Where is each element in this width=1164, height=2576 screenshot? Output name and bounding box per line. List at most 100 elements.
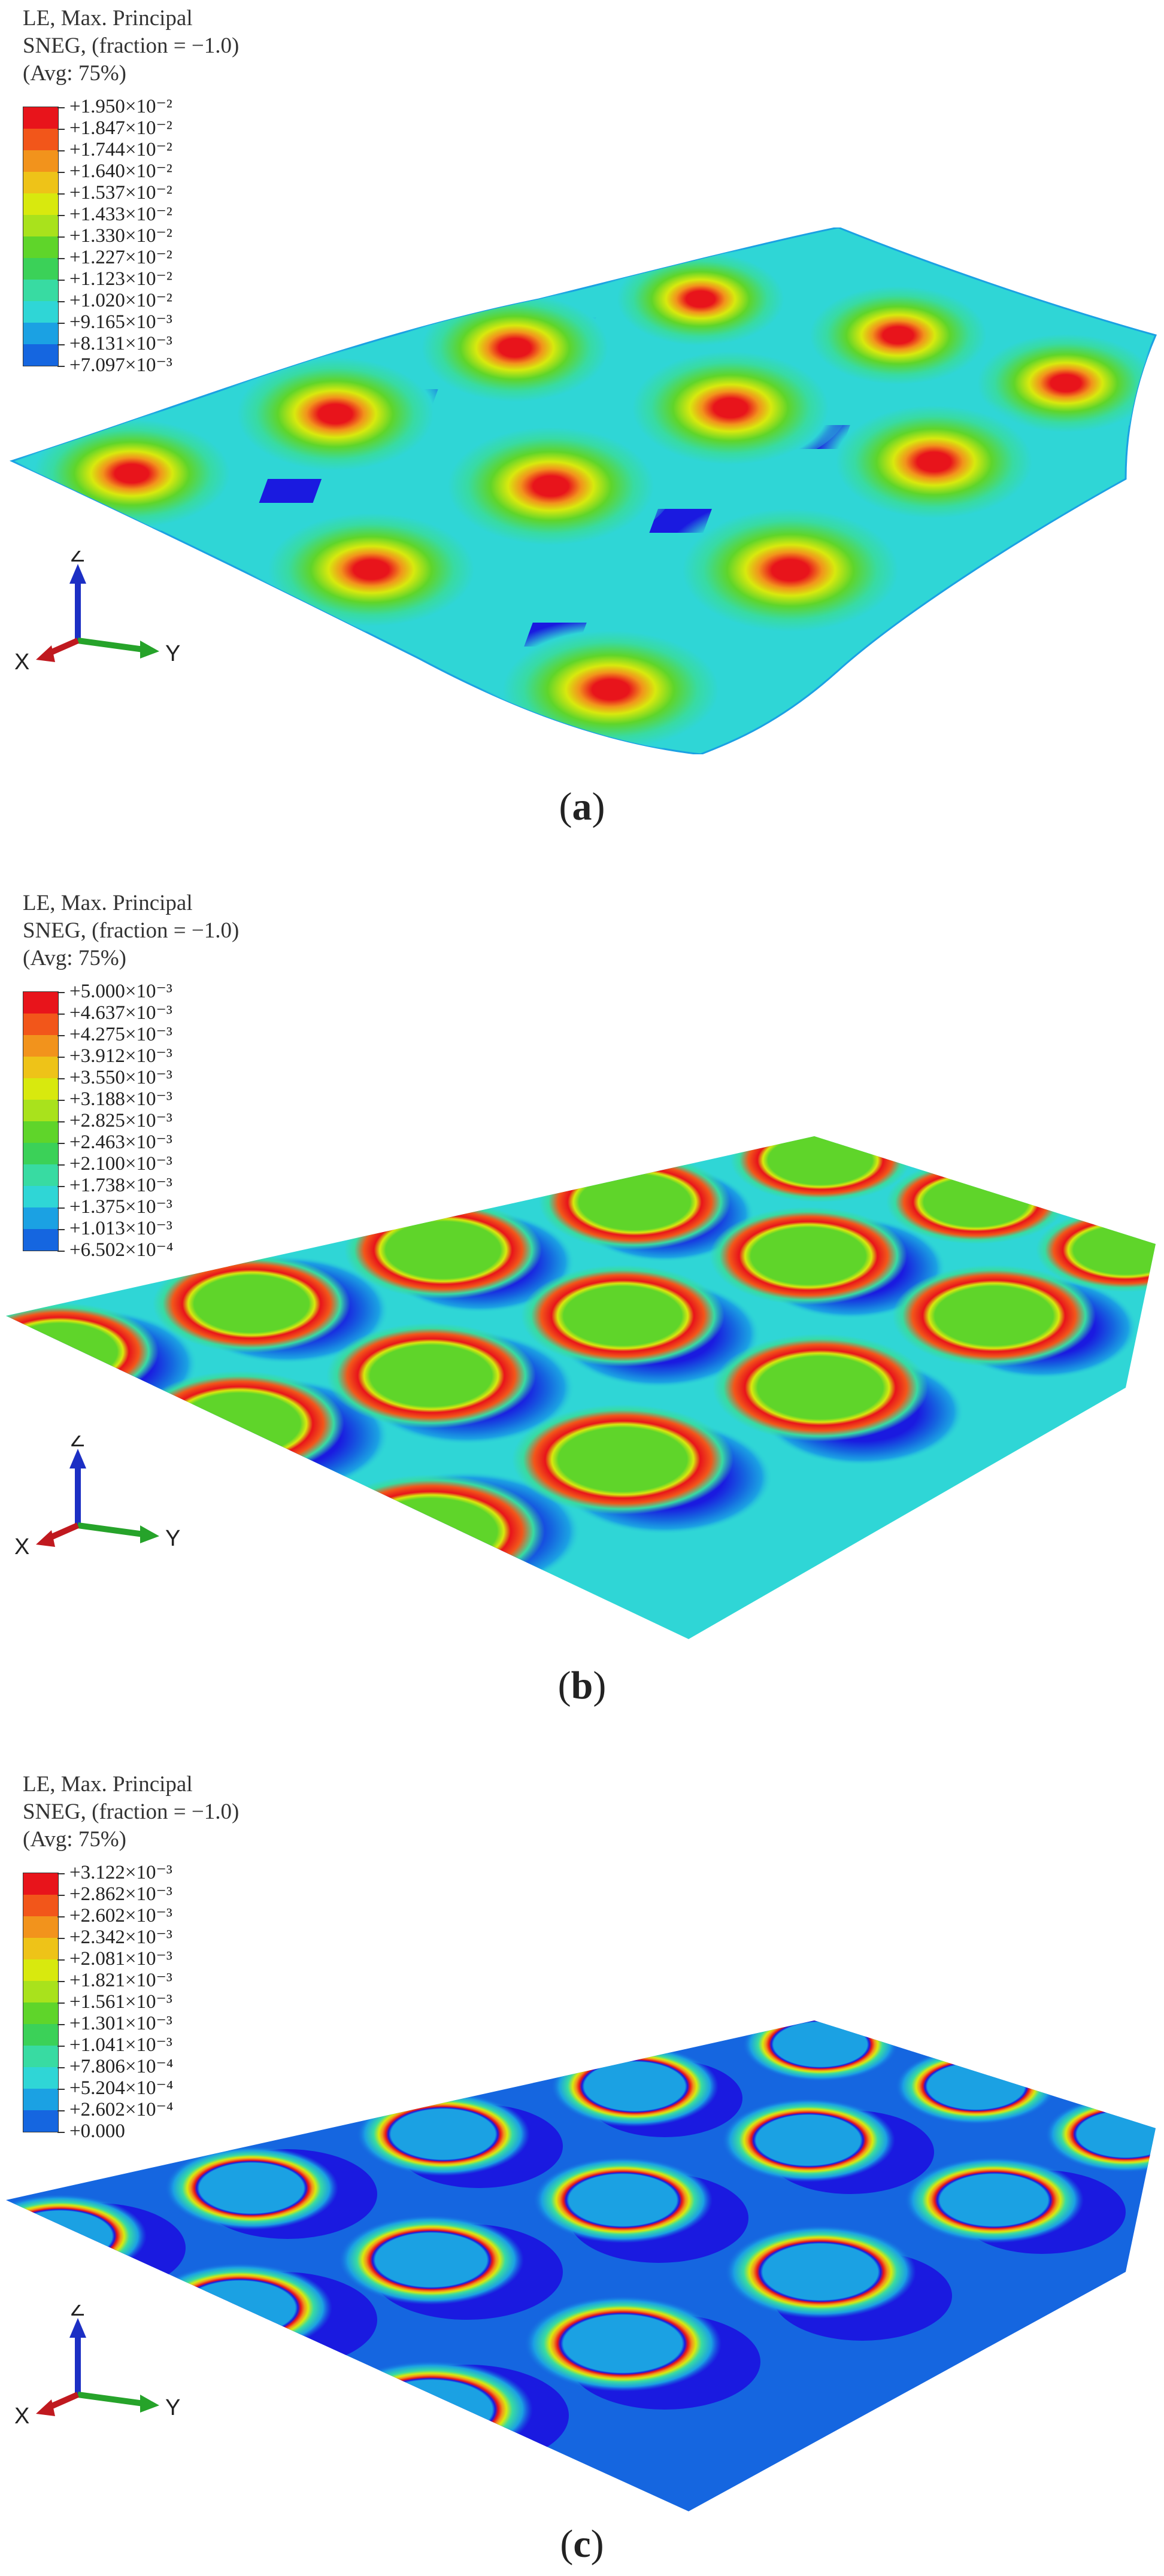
y-arrow-icon	[140, 2395, 159, 2413]
legend-value: +1.640×10⁻²	[57, 160, 172, 182]
legend-value: +1.847×10⁻²	[57, 117, 172, 139]
legend-swatch	[23, 1035, 58, 1057]
legend-value: +4.637×10⁻³	[57, 1002, 172, 1024]
legend-value: +1.821×10⁻³	[57, 1970, 172, 1991]
axis-label-x: X	[14, 650, 29, 675]
panel-a: LE, Max. Principal SNEG, (fraction = −1.…	[0, 0, 1164, 850]
legend-value: +2.602×10⁻⁴	[57, 2099, 173, 2120]
x-arrow-icon	[36, 645, 55, 662]
legend-swatch	[23, 1186, 58, 1207]
legend-value: +0.000	[57, 2120, 125, 2142]
legend-line: (Avg: 75%)	[23, 946, 126, 970]
legend-value: +1.013×10⁻³	[57, 1218, 172, 1239]
legend-value: +2.081×10⁻³	[57, 1948, 172, 1970]
legend-value: +2.825×10⁻³	[57, 1110, 172, 1131]
legend-value: +1.433×10⁻²	[57, 204, 172, 225]
legend-value: +3.912×10⁻³	[57, 1045, 172, 1067]
legend-value: +2.862×10⁻³	[57, 1883, 172, 1905]
legend-swatch	[23, 150, 58, 172]
z-arrow-icon	[69, 564, 86, 584]
legend-value: +1.950×10⁻²	[57, 96, 172, 117]
legend-swatch	[23, 2002, 58, 2024]
caption-letter: c	[573, 2522, 591, 2566]
x-arrow-icon	[36, 2399, 55, 2416]
legend-value: +1.123×10⁻²	[57, 268, 172, 290]
axis-triad-a: Z X Y	[14, 551, 180, 675]
legend-swatch	[23, 193, 58, 215]
legend-swatch	[23, 215, 58, 236]
legend-value: +3.550×10⁻³	[57, 1067, 172, 1088]
caption-letter: a	[572, 785, 592, 829]
legend-value: +2.342×10⁻³	[57, 1926, 172, 1948]
legend-swatch	[23, 1207, 58, 1229]
legend-swatch	[23, 172, 58, 193]
contour-plot-a	[9, 227, 1157, 754]
legend-swatch	[23, 323, 58, 344]
legend-title-a: LE, Max. Principal SNEG, (fraction = −1.…	[23, 5, 239, 87]
legend-swatch	[23, 1959, 58, 1981]
axis-label-z: Z	[71, 1436, 84, 1452]
legend-line: LE, Max. Principal	[23, 1772, 193, 1797]
axis-label-y: Y	[165, 641, 180, 666]
legend-value: +1.330×10⁻²	[57, 225, 172, 247]
legend-value: +1.744×10⁻²	[57, 139, 172, 160]
legend-swatches	[23, 991, 59, 1251]
axis-label-x: X	[14, 1534, 29, 1559]
legend-value: +7.806×10⁻⁴	[57, 2056, 173, 2077]
legend-swatch	[23, 1229, 58, 1251]
y-arrow-icon	[140, 641, 159, 659]
contour-plot-c	[6, 2020, 1156, 2511]
caption-b: (b)	[557, 1664, 607, 1707]
legend-swatch	[23, 107, 58, 129]
legend-swatch	[23, 236, 58, 258]
legend-value: +1.020×10⁻²	[57, 290, 172, 311]
legend-value: +9.165×10⁻³	[57, 311, 172, 333]
z-arrow-icon	[69, 1449, 86, 1468]
legend-title-c: LE, Max. Principal SNEG, (fraction = −1.…	[23, 1771, 239, 1853]
legend-swatches	[23, 107, 59, 366]
legend-value: +5.000×10⁻³	[57, 981, 172, 1002]
legend-value: +1.738×10⁻³	[57, 1175, 172, 1196]
legend-line: SNEG, (fraction = −1.0)	[23, 34, 240, 58]
x-arrow-icon	[36, 1530, 55, 1547]
legend-line: LE, Max. Principal	[23, 6, 193, 31]
legend-swatch	[23, 992, 58, 1014]
legend-value: +1.561×10⁻³	[57, 1991, 172, 2013]
axis-label-y: Y	[165, 1526, 180, 1551]
caption-letter: b	[571, 1664, 593, 1707]
panel-b: LE, Max. Principal SNEG, (fraction = −1.…	[0, 885, 1164, 1735]
legend-swatch	[23, 2046, 58, 2067]
legend-line: (Avg: 75%)	[23, 1827, 126, 1852]
legend-swatch	[23, 2110, 58, 2132]
axis-label-x: X	[14, 2404, 29, 2429]
legend-line: LE, Max. Principal	[23, 891, 193, 915]
legend-value: +8.131×10⁻³	[57, 333, 172, 354]
legend-swatch	[23, 344, 58, 366]
legend-value: +1.537×10⁻²	[57, 182, 172, 204]
caption-c: (c)	[560, 2522, 604, 2566]
legend-value: +2.100×10⁻³	[57, 1153, 172, 1175]
legend-swatch	[23, 1164, 58, 1186]
legend-swatch	[23, 280, 58, 301]
legend-swatches	[23, 1873, 59, 2132]
legend-value: +7.097×10⁻³	[57, 354, 172, 376]
panel-c: LE, Max. Principal SNEG, (fraction = −1.…	[0, 1766, 1164, 2576]
legend-value: +1.227×10⁻²	[57, 247, 172, 268]
axis-triad-c: Z X Y	[14, 2305, 180, 2429]
legend-swatch	[23, 1078, 58, 1100]
legend-swatch	[23, 2067, 58, 2089]
legend-value: +3.122×10⁻³	[57, 1862, 172, 1883]
legend-value: +2.463×10⁻³	[57, 1131, 172, 1153]
legend-line: SNEG, (fraction = −1.0)	[23, 918, 240, 943]
contour-plot-b	[6, 1136, 1156, 1639]
legend-swatch	[23, 301, 58, 323]
legend-value: +3.188×10⁻³	[57, 1088, 172, 1110]
legend-value: +1.375×10⁻³	[57, 1196, 172, 1218]
legend-swatch	[23, 1143, 58, 1164]
legend-line: SNEG, (fraction = −1.0)	[23, 1800, 240, 1824]
legend-value: +1.041×10⁻³	[57, 2034, 172, 2056]
legend-line: (Avg: 75%)	[23, 61, 126, 86]
legend-swatch	[23, 1916, 58, 1938]
axis-label-z: Z	[71, 551, 84, 567]
legend-value: +5.204×10⁻⁴	[57, 2077, 173, 2099]
